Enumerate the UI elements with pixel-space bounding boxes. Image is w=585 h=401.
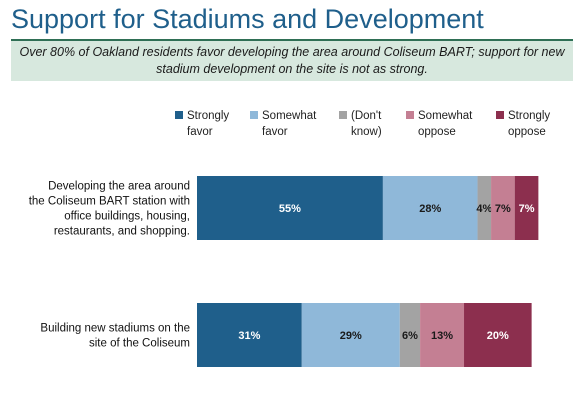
bar-segment (301, 303, 400, 367)
data-label: 29% (340, 330, 362, 342)
chart-title: Support for Stadiums and Development (11, 4, 484, 34)
data-label: 7% (519, 203, 535, 215)
data-label: 6% (402, 330, 418, 342)
data-label: 4% (476, 203, 492, 215)
bar-segment (197, 176, 383, 240)
data-label: 31% (238, 330, 260, 342)
legend-swatch (175, 111, 183, 119)
bar-segment (477, 176, 492, 240)
bar-segment (514, 176, 539, 240)
legend-label: Somewhat oppose (418, 110, 473, 138)
data-label: 13% (431, 330, 453, 342)
data-label: 55% (279, 203, 301, 215)
legend-label: Strongly favor (187, 110, 229, 138)
legend-swatch (339, 111, 347, 119)
category-label: Building new stadiums on the site of the … (40, 323, 190, 350)
legend-label: Somewhat favor (262, 110, 317, 138)
legend-label: (Don't know) (351, 110, 382, 138)
data-label: 28% (419, 203, 441, 215)
chart-subtitle: Over 80% of Oakland residents favor deve… (11, 39, 573, 81)
bar-segment (197, 303, 302, 367)
legend-swatch (496, 111, 504, 119)
bar-segment (382, 176, 478, 240)
data-label: 7% (495, 203, 511, 215)
legend-label: Strongly oppose (508, 110, 550, 138)
legend-swatch (406, 111, 414, 119)
bar-segment (491, 176, 515, 240)
bar-segment (420, 303, 465, 367)
subtitle-text: Over 80% of Oakland residents favor deve… (19, 45, 565, 76)
bar-segment (464, 303, 532, 367)
bar-segment (399, 303, 421, 367)
legend-swatch (250, 111, 258, 119)
category-label: Developing the area around the Coliseum B… (29, 181, 190, 238)
data-label: 20% (487, 330, 509, 342)
